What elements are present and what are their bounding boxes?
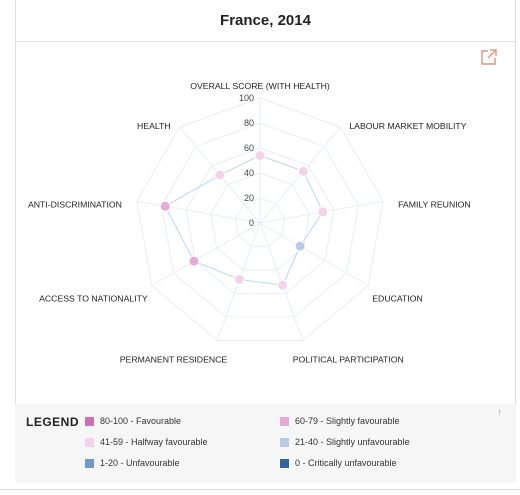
legend-label: 21-40 - Slightly unfavourable — [295, 437, 410, 447]
legend-label: 1-20 - Unfavourable — [100, 458, 180, 468]
legend-label: 0 - Critically unfavourable — [295, 458, 397, 468]
grid-spoke — [136, 200, 261, 224]
data-point — [317, 206, 329, 218]
data-point — [188, 255, 200, 267]
legend-swatch — [85, 458, 94, 468]
axis-label: EDUCATION — [372, 294, 423, 304]
legend-item-slightly-unfavourable: 21-40 - Slightly unfavourable — [280, 437, 410, 447]
legend-label: 41-59 - Halfway favourable — [100, 437, 208, 447]
data-point — [159, 200, 171, 212]
bottom-divider — [0, 489, 520, 490]
data-point — [233, 273, 245, 285]
legend-swatch — [280, 458, 289, 468]
axis-label: LABOUR MARKET MOBILITY — [349, 121, 466, 131]
data-point — [294, 240, 306, 252]
data-point — [297, 165, 309, 177]
radial-tick-label: 100 — [239, 93, 254, 103]
chart-title: France, 2014 — [220, 12, 311, 29]
axis-label: FAMILY REUNION — [398, 199, 471, 209]
radial-tick-label: 80 — [244, 118, 254, 128]
legend: ↑ LEGEND 80-100 - Favourable 60-79 - Sli… — [15, 404, 516, 483]
grid-ring — [234, 197, 286, 247]
legend-swatch — [280, 437, 289, 447]
grid-ring — [160, 122, 360, 318]
series-line — [164, 154, 324, 286]
axis-label: ANTI-DISCRIMINATION — [28, 199, 122, 209]
grid-ring — [185, 147, 335, 294]
axis-label: ACCESS TO NATIONALITY — [39, 294, 148, 304]
radial-tick-label: 20 — [244, 193, 254, 203]
radar-chart: 0 20 40 60 80 100 OVERALL SCORE (WITH HEALTH) L… — [28, 81, 471, 364]
legend-title: LEGEND — [26, 415, 80, 429]
grid-ring — [210, 172, 310, 271]
radial-tick-label: 0 — [249, 218, 254, 228]
chart-panel: France, 2014 — [15, 0, 516, 483]
data-point — [254, 150, 266, 161]
axis-label: OVERALL SCORE (WITH HEALTH) — [190, 81, 330, 91]
radial-tick-label: 60 — [244, 143, 254, 153]
legend-item-halfway-favourable: 41-59 - Halfway favourable — [85, 437, 208, 447]
data-point — [277, 279, 289, 291]
external-link-icon[interactable] — [480, 48, 498, 66]
legend-label: 60-79 - Slightly favourable — [295, 416, 400, 426]
legend-swatch — [280, 416, 289, 426]
axis-label: HEALTH — [137, 121, 171, 131]
legend-item-slightly-favourable: 60-79 - Slightly favourable — [280, 416, 400, 426]
legend-swatch — [85, 437, 94, 447]
data-point — [214, 169, 226, 181]
legend-item-favourable: 80-100 - Favourable — [85, 416, 181, 426]
radial-tick-label: 40 — [244, 168, 254, 178]
axis-label: PERMANENT RESIDENCE — [120, 354, 228, 364]
legend-label: 80-100 - Favourable — [100, 416, 182, 426]
legend-item-critically-unfavourable: 0 - Critically unfavourable — [280, 458, 397, 468]
grid-spoke — [259, 222, 369, 286]
axis-label: POLITICAL PARTICIPATION — [293, 354, 404, 364]
grid-ring — [136, 97, 384, 341]
collapse-legend-button[interactable]: ↑ — [497, 407, 503, 417]
title-bar: France, 2014 — [16, 0, 515, 42]
legend-item-unfavourable: 1-20 - Unfavourable — [85, 458, 180, 468]
grid-spoke — [151, 222, 261, 286]
legend-swatch — [85, 416, 94, 426]
